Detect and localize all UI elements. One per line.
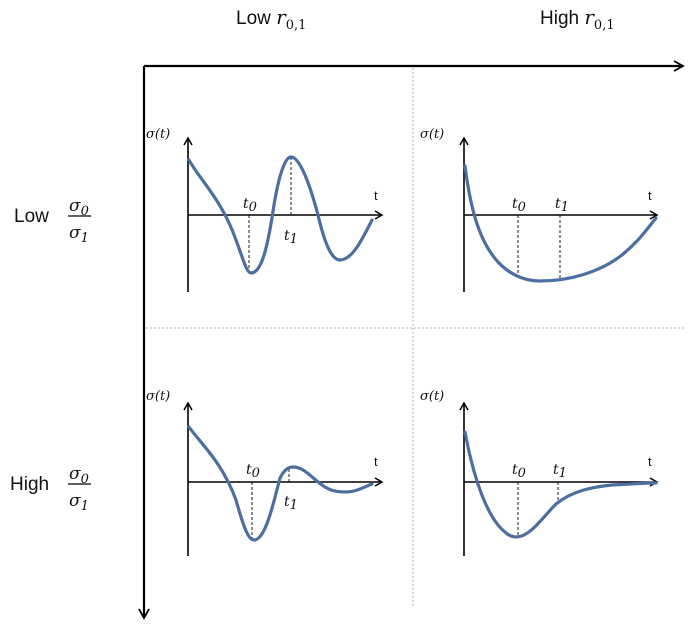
panel-low-ratio-low-r: σ(t) t t0 t1 (146, 127, 384, 292)
x-axis-label: t (648, 188, 652, 203)
t1-label: t1 (553, 462, 567, 481)
svg-text:σ0: σ0 (69, 196, 89, 219)
svg-text:σ1: σ1 (69, 223, 89, 246)
svg-text:Low: Low (14, 206, 49, 227)
response-curve (463, 430, 658, 539)
t0-label: t0 (243, 196, 257, 215)
y-axis-label: σ(t) (420, 389, 444, 404)
panel-high-ratio-low-r: σ(t) t t0 t1 (146, 389, 384, 556)
row-header-high: High σ0 σ1 (10, 464, 91, 514)
x-axis-label: t (648, 454, 652, 469)
t1-label: t1 (555, 196, 569, 215)
t0-label: t0 (512, 462, 526, 481)
x-axis-label: t (374, 188, 378, 203)
svg-text:High: High (10, 474, 49, 495)
y-axis-label: σ(t) (146, 389, 170, 404)
svg-text:σ0: σ0 (69, 464, 89, 487)
t1-label: t1 (284, 228, 298, 247)
y-axis-label: σ(t) (420, 127, 444, 142)
svg-text:σ1: σ1 (69, 491, 89, 514)
response-curve (187, 425, 374, 542)
panel-high-ratio-high-r: σ(t) t t0 t1 (420, 389, 659, 556)
t0-label: t0 (246, 462, 260, 481)
panel-low-ratio-high-r: σ(t) t t0 t1 (420, 127, 659, 292)
column-header-low: Low r0,1 (236, 5, 306, 33)
t0-label: t0 (512, 196, 526, 215)
x-axis-label: t (374, 454, 378, 469)
row-header-low: Low σ0 σ1 (14, 196, 91, 246)
column-header-high: High r0,1 (540, 5, 615, 33)
response-curve (187, 155, 374, 275)
y-axis-label: σ(t) (146, 127, 170, 142)
t1-label: t1 (284, 494, 298, 513)
response-curve (463, 164, 658, 283)
